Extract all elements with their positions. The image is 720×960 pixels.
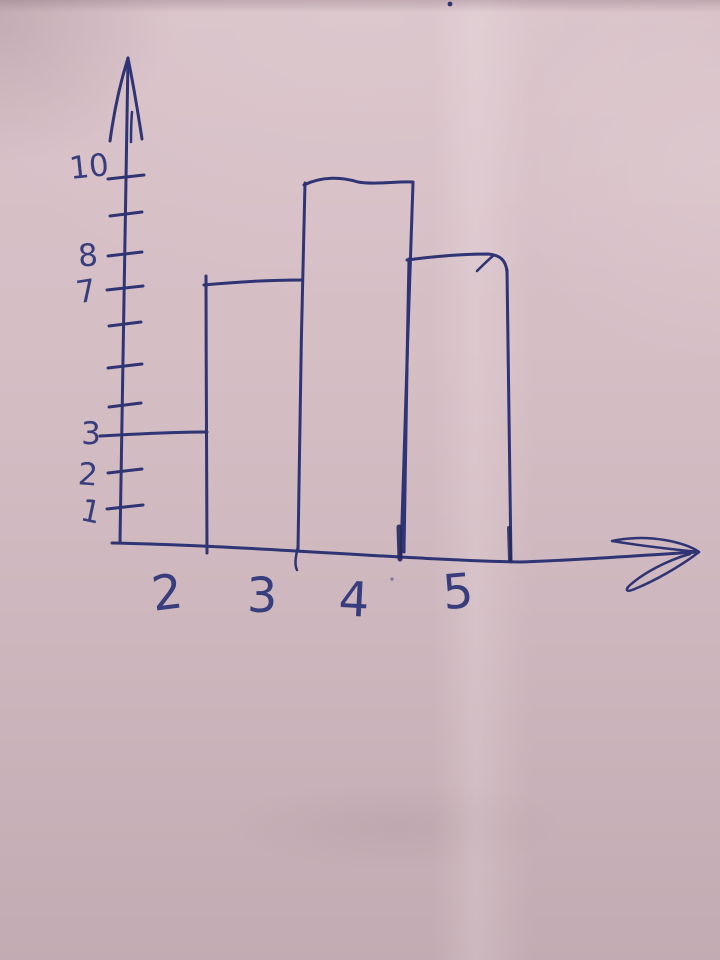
x-axis-arrowhead-lower-loop	[625, 550, 701, 593]
x-axis-line	[110, 541, 700, 564]
bar-outline-x5-top	[405, 252, 509, 274]
ink-blot-bar-edges-x4	[396, 524, 403, 562]
y-tick-10	[106, 173, 146, 181]
y-axis-arrowhead-inner-flick	[129, 110, 134, 144]
x-axis-label-4: 4	[337, 571, 370, 629]
ink-blot-bar-edge-x5	[507, 526, 512, 562]
bar-outline-x3-left-edge	[204, 274, 209, 555]
x-axis-arrowhead-upper-loop	[610, 536, 701, 554]
y-axis-arrowhead-right-barb	[126, 56, 144, 141]
x-axis-label-3: 3	[247, 568, 278, 624]
y-tick-9	[108, 210, 144, 218]
y-axis-label-8: 8	[77, 237, 99, 274]
bar-outline-x5-right-edge	[505, 268, 513, 564]
y-tick-2	[106, 467, 144, 475]
pen-dot-near-axis	[390, 577, 394, 581]
y-axis-label-2: 2	[77, 456, 99, 493]
bar-outline-x3-x4-shared-edge	[296, 181, 307, 551]
pen-dot-top	[447, 1, 453, 7]
y-tick-4	[107, 401, 143, 409]
y-tick-6	[107, 320, 143, 328]
y-axis-arrowhead-left-barb	[108, 56, 130, 143]
bar-outline-x3-bottom-flick	[294, 544, 300, 572]
y-axis-label-7: 7	[74, 273, 99, 312]
y-tick-5	[106, 362, 144, 370]
x-axis-label-2: 2	[149, 563, 186, 622]
y-tick-8	[106, 250, 144, 258]
bar-outline-x5-corner-flick	[475, 253, 496, 273]
bar-outline-x4-top	[302, 176, 415, 187]
y-axis-label-1: 1	[77, 492, 104, 531]
y-tick-1	[105, 503, 145, 511]
bar-outline-x5-left-edge	[402, 257, 411, 554]
y-tick-7	[105, 284, 145, 292]
y-axis-label-10: 10	[68, 147, 111, 187]
bar-outline-x2-top	[98, 430, 209, 438]
y-axis-line	[118, 56, 130, 543]
x-axis-label-5: 5	[440, 563, 475, 621]
y-axis-label-3: 3	[81, 416, 101, 452]
bar-outline-x3-top	[202, 278, 304, 287]
